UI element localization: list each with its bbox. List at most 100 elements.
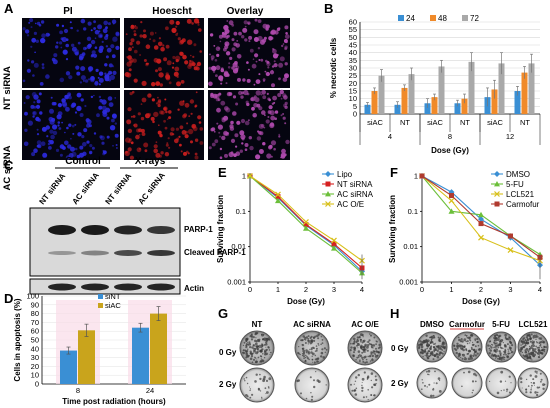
cell-nucleus: [249, 145, 254, 151]
cell-nucleus: [282, 43, 285, 45]
colony-dishes-h: [416, 331, 549, 399]
colony: [469, 342, 471, 344]
cell-nucleus: [98, 48, 103, 54]
colony: [256, 358, 258, 360]
cell-nucleus: [55, 148, 60, 152]
dish-g-2gy-1: [294, 367, 330, 403]
colony: [478, 348, 482, 351]
colony: [419, 351, 423, 354]
cell-nucleus: [22, 27, 26, 31]
cell-nucleus: [153, 148, 158, 154]
cell-nucleus: [33, 31, 38, 35]
colony: [435, 347, 437, 349]
cell-nucleus: [180, 39, 185, 44]
colony: [509, 338, 511, 340]
x-tick-label: 4: [538, 285, 542, 294]
cell-nucleus: [141, 97, 147, 103]
cell-nucleus: [91, 146, 95, 150]
y-axis-title: % necrotic cells: [329, 37, 338, 98]
cell-nucleus: [75, 65, 80, 70]
cell-nucleus: [246, 61, 249, 64]
cell-nucleus: [165, 44, 170, 49]
cell-nucleus: [33, 94, 39, 100]
cell-nucleus: [98, 105, 103, 110]
cell-nucleus: [112, 36, 118, 42]
colony: [373, 352, 375, 354]
cell-nucleus: [23, 141, 29, 147]
cell-nucleus: [100, 107, 102, 110]
colony: [307, 337, 310, 340]
cell-nucleus: [176, 32, 179, 35]
colony: [314, 354, 317, 357]
colony: [268, 387, 270, 389]
colony: [304, 336, 307, 340]
colony: [360, 338, 362, 341]
cell-nucleus: [157, 41, 163, 47]
cell-nucleus: [48, 139, 51, 143]
colony: [262, 379, 265, 383]
colony: [368, 339, 371, 342]
colony: [509, 352, 511, 354]
cell-nucleus: [209, 33, 214, 37]
colony: [308, 358, 310, 361]
colony: [251, 346, 254, 349]
colony: [458, 353, 462, 356]
cell-nucleus: [27, 120, 33, 126]
colony: [367, 399, 369, 401]
colony: [504, 380, 507, 382]
colony: [267, 386, 270, 388]
cell-nucleus: [28, 21, 31, 24]
cell-nucleus: [59, 77, 65, 83]
colony: [313, 339, 316, 342]
colony: [305, 360, 307, 362]
colony: [267, 337, 271, 341]
colony: [259, 361, 261, 363]
y-tick-label: 55: [349, 25, 357, 34]
panel-c: C Control X-rays NT siRNA AC siRNA NT si…: [4, 156, 246, 295]
colony: [321, 348, 324, 351]
cell-nucleus: [36, 99, 41, 104]
colony: [242, 351, 246, 355]
colony: [265, 340, 267, 342]
cell-nucleus: [283, 95, 288, 100]
dish-h-0gy-3: [517, 331, 549, 363]
colony: [309, 348, 311, 351]
dish-row-2gy-h: 2 Gy: [391, 379, 409, 388]
cell-nucleus: [285, 32, 288, 35]
cell-nucleus: [141, 132, 146, 137]
legend-label-48: 48: [438, 14, 447, 23]
colony: [542, 383, 545, 386]
cell-nucleus: [33, 101, 36, 104]
colony: [426, 370, 428, 373]
cell-nucleus: [89, 144, 93, 148]
colony: [503, 351, 505, 353]
cell-nucleus: [112, 144, 114, 147]
colony: [464, 334, 467, 336]
cell-nucleus: [74, 51, 80, 56]
colony: [418, 343, 421, 347]
cell-nucleus: [153, 111, 159, 118]
band-actin-lane-3: [114, 283, 142, 291]
cell-nucleus: [69, 21, 72, 24]
colony: [504, 356, 506, 359]
cell-nucleus: [241, 35, 245, 39]
cell-nucleus: [93, 132, 97, 135]
marker-x-stroke: [275, 191, 281, 198]
cell-nucleus: [85, 118, 90, 123]
cell-nucleus: [57, 103, 63, 108]
cell-nucleus: [166, 118, 169, 120]
colony: [265, 343, 268, 346]
colony: [365, 358, 368, 361]
cell-nucleus: [140, 21, 143, 24]
cell-nucleus: [24, 128, 28, 132]
cell-nucleus: [129, 155, 134, 160]
y-tick-label: 0.001: [227, 278, 246, 287]
cell-nucleus: [196, 61, 202, 67]
colony: [373, 383, 376, 386]
colony: [324, 351, 326, 353]
colony: [260, 358, 262, 359]
cell-nucleus: [49, 129, 54, 134]
cell-nucleus: [168, 110, 172, 114]
x-tick-label: 8: [76, 386, 80, 395]
colony: [306, 357, 309, 360]
